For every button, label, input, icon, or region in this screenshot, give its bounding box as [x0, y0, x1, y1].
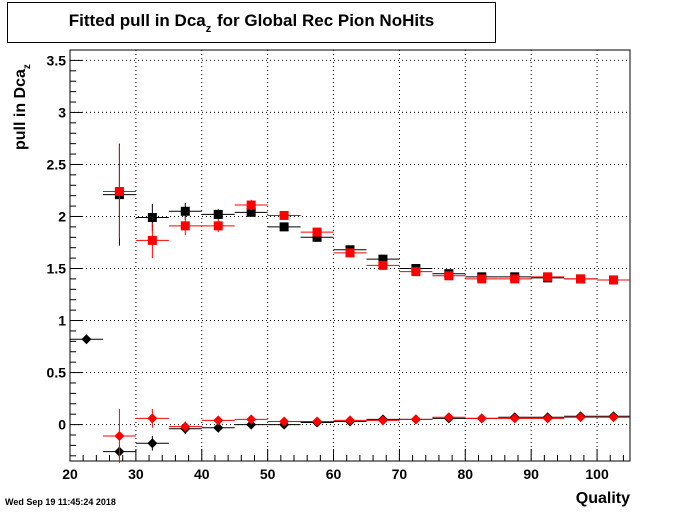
- timestamp: Wed Sep 19 11:45:24 2018: [5, 497, 116, 507]
- plot-frame: [69, 49, 631, 462]
- data-point-diamond: [312, 416, 323, 427]
- data-point-square: [609, 275, 619, 285]
- data-point-diamond: [279, 416, 290, 427]
- data-point-square: [312, 227, 322, 237]
- data-point-diamond: [410, 414, 421, 425]
- data-point-diamond: [114, 431, 125, 442]
- data-point-square: [477, 274, 487, 284]
- data-point-square: [345, 248, 355, 258]
- data-point-square: [147, 235, 157, 245]
- data-point-diamond: [147, 438, 158, 449]
- data-point-diamond: [246, 414, 257, 425]
- data-point-diamond: [608, 412, 619, 423]
- data-point-diamond: [147, 413, 158, 424]
- data-point-square: [180, 206, 190, 216]
- data-point-square: [576, 274, 586, 284]
- data-point-diamond: [213, 422, 224, 433]
- x-tick-label: 60: [326, 466, 342, 482]
- x-tick-label: 30: [128, 466, 144, 482]
- data-point-square: [312, 232, 322, 242]
- data-point-diamond: [509, 413, 520, 424]
- chart-title-rest: for Global Rec Pion NoHits: [212, 11, 435, 30]
- data-point-square: [246, 200, 256, 210]
- y-tick-label: 3.5: [47, 52, 67, 68]
- data-point-diamond: [575, 412, 586, 423]
- data-point-diamond: [81, 334, 92, 345]
- data-point-diamond: [213, 415, 224, 426]
- x-tick-label: 50: [260, 466, 276, 482]
- data-point-square: [378, 260, 388, 270]
- data-point-diamond: [345, 415, 355, 426]
- y-tick-label: 2.5: [47, 156, 67, 172]
- data-point-diamond: [476, 413, 487, 424]
- y-tick-label: 0: [58, 417, 66, 433]
- x-tick-label: 70: [392, 466, 408, 482]
- chart-title: Fitted pull in Dcaz for Global Rec Pion …: [8, 11, 495, 35]
- chart-title-sub: z: [205, 23, 212, 35]
- y-tick-label: 0.5: [47, 365, 67, 381]
- data-point-square: [213, 209, 223, 219]
- x-tick-label: 90: [523, 466, 539, 482]
- y-tick-label: 3: [58, 104, 66, 120]
- data-point-square: [213, 221, 223, 231]
- data-point-square: [147, 213, 157, 223]
- data-point-square: [543, 272, 553, 282]
- data-point-square: [411, 267, 421, 277]
- x-tick-label: 100: [585, 466, 609, 482]
- x-tick-label: 20: [62, 466, 78, 482]
- chart-title-main: Fitted pull in Dca: [68, 11, 206, 30]
- data-point-diamond: [443, 412, 454, 423]
- data-point-diamond: [180, 421, 191, 432]
- y-tick-label: 2: [58, 208, 66, 224]
- data-point-square: [246, 207, 256, 217]
- data-point-square: [180, 221, 190, 231]
- data-point-diamond: [377, 415, 388, 426]
- x-tick-label: 80: [458, 466, 474, 482]
- data-point-diamond: [542, 413, 553, 424]
- chart-title-box: Fitted pull in Dcaz for Global Rec Pion …: [7, 2, 496, 43]
- data-point-square: [114, 187, 124, 197]
- x-tick-label: 40: [194, 466, 210, 482]
- y-tick-label: 1: [58, 313, 66, 329]
- x-axis-label: Quality: [575, 490, 630, 507]
- data-point-square: [279, 222, 289, 232]
- data-point-square: [510, 274, 520, 284]
- data-point-square: [279, 210, 289, 220]
- data-point-square: [444, 271, 454, 281]
- data-point-diamond: [246, 419, 257, 430]
- data-point-square: [378, 254, 388, 264]
- y-tick-label: 1.5: [47, 261, 67, 277]
